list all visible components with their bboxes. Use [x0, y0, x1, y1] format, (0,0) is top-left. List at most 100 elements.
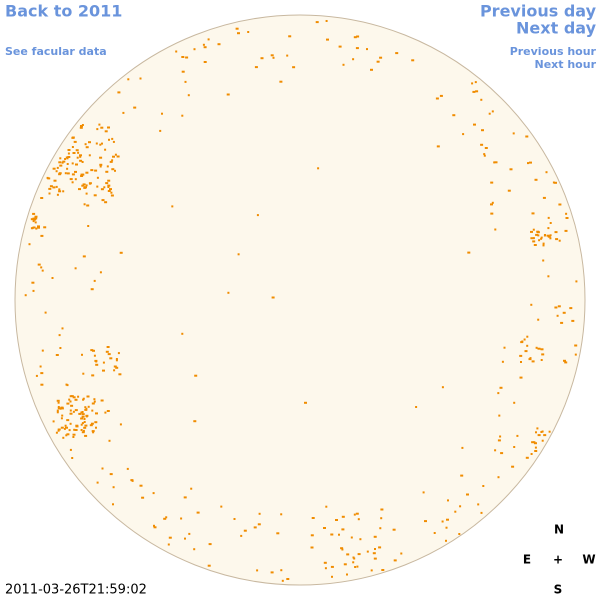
facula: [106, 410, 110, 412]
facula: [133, 106, 137, 109]
facula: [454, 510, 457, 513]
facula: [171, 205, 174, 208]
facula: [501, 360, 504, 363]
facula: [220, 505, 223, 508]
facula: [237, 253, 240, 256]
facula: [533, 244, 537, 246]
facula: [532, 237, 535, 240]
facula: [74, 409, 78, 412]
facula: [356, 565, 359, 568]
facula: [370, 569, 373, 572]
facula: [556, 314, 559, 317]
facula: [41, 269, 44, 272]
facula: [563, 359, 566, 362]
facula: [64, 424, 67, 427]
facula: [507, 189, 511, 192]
facula: [37, 226, 40, 229]
facula: [342, 63, 345, 66]
facula: [537, 318, 540, 321]
facula: [480, 511, 483, 514]
facula: [194, 374, 198, 377]
facula: [83, 203, 86, 206]
facula: [56, 411, 59, 414]
facula: [60, 407, 64, 410]
facula: [83, 426, 87, 429]
back-link[interactable]: Back to 2011: [5, 2, 122, 21]
previous-hour-link[interactable]: Previous hour: [510, 45, 597, 58]
previous-day-link[interactable]: Previous day: [480, 2, 597, 21]
facula: [491, 110, 494, 113]
facula: [380, 517, 383, 520]
facula: [72, 396, 76, 399]
facula: [558, 203, 562, 206]
facula: [498, 414, 501, 417]
facula: [69, 412, 73, 415]
facula: [167, 543, 170, 546]
facula: [102, 361, 105, 364]
facula: [516, 434, 519, 437]
compass-south: S: [554, 583, 563, 597]
facula: [100, 399, 104, 402]
facula: [513, 401, 516, 404]
facula: [519, 354, 523, 357]
facula: [193, 420, 197, 423]
facula: [549, 222, 552, 224]
facula: [79, 126, 83, 129]
facula: [254, 66, 258, 69]
facula: [74, 170, 77, 173]
facula: [439, 94, 443, 97]
facula: [542, 244, 545, 247]
facula: [62, 160, 66, 163]
facula: [106, 346, 110, 348]
facula: [270, 54, 274, 57]
facula: [72, 152, 76, 154]
facula: [523, 338, 526, 341]
facula: [193, 48, 196, 51]
facula: [187, 94, 190, 97]
facula: [84, 434, 88, 437]
facula: [500, 452, 504, 455]
facular-link[interactable]: See facular data: [5, 45, 107, 58]
facula: [530, 303, 533, 306]
facula: [86, 204, 90, 207]
facula: [441, 520, 444, 523]
facula: [96, 128, 99, 131]
facula: [95, 412, 98, 415]
facula: [58, 334, 61, 337]
facula: [203, 61, 207, 63]
facula: [183, 496, 187, 499]
facula: [575, 280, 578, 283]
facula: [435, 97, 439, 100]
facula: [564, 229, 568, 232]
facula: [499, 386, 503, 389]
facula: [352, 561, 355, 564]
facula: [89, 424, 93, 427]
next-day-link[interactable]: Next day: [516, 19, 597, 38]
facula: [70, 395, 74, 398]
facula: [122, 111, 125, 114]
facula: [346, 573, 348, 576]
facula: [535, 233, 539, 236]
facula: [574, 353, 577, 356]
facula: [72, 436, 75, 438]
facula: [532, 228, 535, 231]
facula: [141, 496, 145, 499]
facula: [61, 414, 64, 417]
facula: [93, 194, 97, 197]
facula: [109, 357, 113, 360]
facula: [109, 188, 112, 191]
facula: [185, 56, 189, 59]
facula: [87, 225, 90, 227]
facula: [549, 234, 552, 237]
facula: [64, 172, 67, 175]
facula: [569, 307, 573, 310]
facula: [107, 186, 110, 188]
facula: [526, 335, 529, 338]
next-hour-link[interactable]: Next hour: [535, 58, 597, 71]
facula: [535, 346, 538, 349]
facula: [102, 369, 105, 372]
facula: [79, 155, 82, 158]
facula: [424, 520, 427, 523]
facula: [69, 400, 72, 403]
